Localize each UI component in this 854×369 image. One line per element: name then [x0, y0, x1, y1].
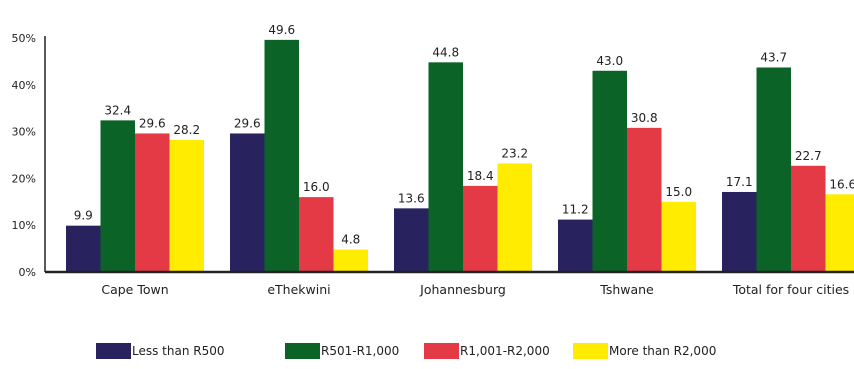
bar	[169, 140, 204, 272]
bar	[825, 194, 854, 272]
x-category-label: Cape Town	[101, 282, 168, 297]
data-label: 44.8	[432, 45, 459, 59]
data-label: 32.4	[104, 103, 131, 117]
data-label: 30.8	[631, 111, 658, 125]
x-category-label: eThekwini	[267, 282, 330, 297]
bar	[722, 191, 757, 272]
bar	[558, 219, 593, 272]
data-label: 16.6	[829, 177, 854, 191]
bar	[394, 208, 429, 272]
bar	[592, 70, 627, 272]
legend-label: R1,001-R2,000	[460, 344, 550, 358]
bar	[756, 67, 791, 272]
bar	[497, 163, 532, 272]
bar	[627, 127, 662, 272]
data-label: 9.9	[74, 209, 93, 223]
legend-swatch	[96, 343, 131, 359]
x-category-label: Total for four cities	[732, 282, 849, 297]
data-label: 29.6	[234, 116, 261, 130]
x-category-label: Tshwane	[599, 282, 654, 297]
legend-label: More than R2,000	[609, 344, 716, 358]
y-tick-label: 0%	[19, 266, 36, 279]
data-label: 43.7	[760, 50, 787, 64]
data-label: 16.0	[303, 180, 330, 194]
data-label: 29.6	[139, 116, 166, 130]
bar	[791, 165, 826, 272]
bar	[66, 225, 101, 272]
data-label: 22.7	[795, 149, 822, 163]
bar	[333, 249, 368, 272]
data-label: 43.0	[596, 54, 623, 68]
data-label: 15.0	[665, 185, 692, 199]
legend-label: R501-R1,000	[321, 344, 399, 358]
data-label: 17.1	[726, 175, 753, 189]
bar	[264, 39, 299, 272]
bar	[299, 197, 334, 272]
x-category-label: Johannesburg	[419, 282, 506, 297]
bar	[135, 133, 170, 272]
bar	[661, 201, 696, 272]
data-label: 23.2	[501, 146, 528, 160]
data-label: 13.6	[398, 191, 425, 205]
y-tick-label: 30%	[12, 126, 36, 139]
y-tick-label: 40%	[12, 79, 36, 92]
y-tick-label: 50%	[12, 32, 36, 45]
legend-swatch	[424, 343, 459, 359]
data-label: 28.2	[173, 123, 200, 137]
legend-label: Less than R500	[132, 344, 225, 358]
bar	[463, 185, 498, 272]
bar	[100, 120, 135, 272]
data-label: 49.6	[268, 23, 295, 37]
bar	[230, 133, 265, 272]
data-label: 18.4	[467, 169, 494, 183]
legend-swatch	[285, 343, 320, 359]
bar	[428, 62, 463, 272]
data-label: 4.8	[341, 233, 360, 247]
y-tick-label: 10%	[12, 219, 36, 232]
legend-swatch	[573, 343, 608, 359]
data-label: 11.2	[562, 203, 589, 217]
y-tick-label: 20%	[12, 172, 36, 185]
